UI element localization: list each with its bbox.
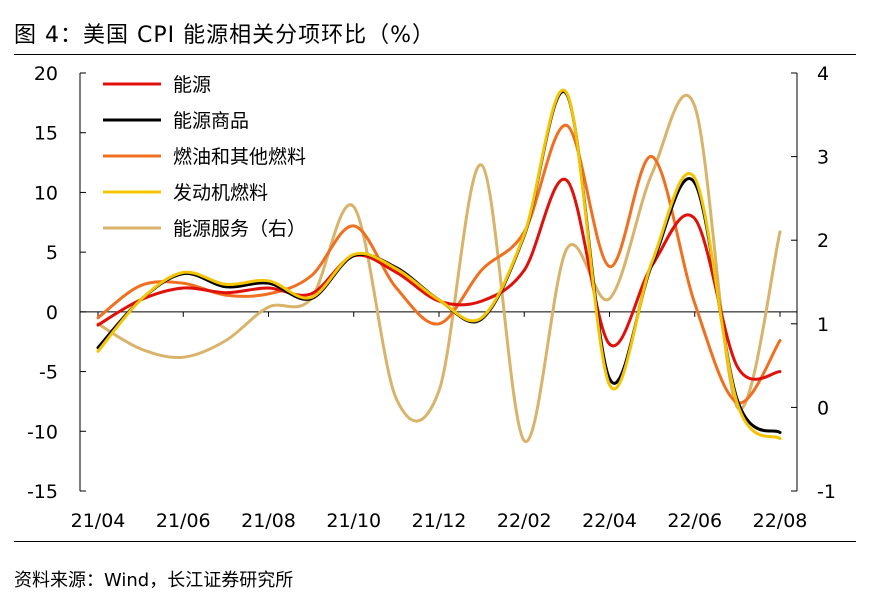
title-divider xyxy=(14,54,856,55)
x-tick-label: 21/08 xyxy=(241,510,296,532)
left-tick-label: -10 xyxy=(27,421,58,443)
x-tick-label: 22/02 xyxy=(497,510,552,532)
x-tick-label: 22/08 xyxy=(753,510,808,532)
legend-label-1: 能源商品 xyxy=(173,110,249,132)
right-tick-label: 1 xyxy=(817,314,829,336)
right-tick-label: 0 xyxy=(817,397,829,419)
x-tick-label: 21/04 xyxy=(71,510,126,532)
chart-series xyxy=(96,88,782,443)
left-tick-label: 10 xyxy=(34,182,58,204)
left-tick-label: 5 xyxy=(46,242,58,264)
source-note: 资料来源：Wind，长江证券研究所 xyxy=(14,570,294,591)
series-line-1 xyxy=(96,90,782,434)
x-tick-label: 22/06 xyxy=(667,510,722,532)
legend-label-2: 燃油和其他燃料 xyxy=(173,146,306,168)
left-tick-label: 0 xyxy=(46,302,58,324)
x-tick-label: 21/06 xyxy=(156,510,211,532)
x-tick-label: 21/12 xyxy=(412,510,467,532)
series-line-0 xyxy=(96,177,782,381)
right-tick-label: 3 xyxy=(817,147,829,169)
left-tick-label: 20 xyxy=(34,63,58,85)
series-line-3 xyxy=(96,88,782,440)
right-tick-label: 2 xyxy=(817,230,829,252)
x-tick-label: 21/10 xyxy=(326,510,381,532)
right-tick-label: 4 xyxy=(817,63,829,85)
source-divider xyxy=(14,541,856,542)
x-tick-label: 22/04 xyxy=(582,510,637,532)
right-tick-label: -1 xyxy=(817,481,836,503)
chart-title: 图 4：美国 CPI 能源相关分项环比（%） xyxy=(14,23,435,48)
series-line-4 xyxy=(96,94,782,443)
left-tick-label: -5 xyxy=(39,362,58,384)
legend-label-3: 发动机燃料 xyxy=(173,182,268,204)
legend-label-4: 能源服务（右） xyxy=(173,218,306,240)
left-tick-label: 15 xyxy=(34,123,58,145)
left-tick-label: -15 xyxy=(27,481,58,503)
series-line-2 xyxy=(96,123,782,405)
legend-label-0: 能源 xyxy=(173,74,211,96)
